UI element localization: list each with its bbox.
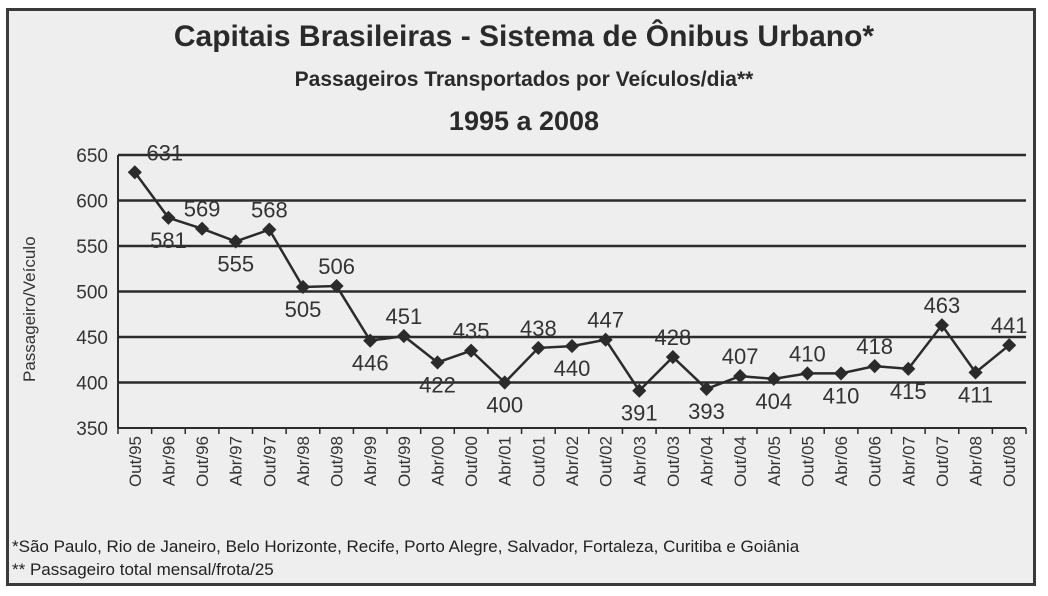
data-label: 568 [251, 198, 288, 223]
x-tick-label: Abr/07 [899, 436, 918, 486]
data-label: 581 [150, 228, 187, 253]
data-point [127, 165, 142, 180]
data-label: 411 [958, 382, 993, 407]
footnote-formula: ** Passageiro total mensal/frota/25 [12, 560, 274, 579]
data-point [195, 221, 210, 236]
data-point [329, 278, 344, 294]
data-label: 410 [789, 341, 826, 366]
data-point [262, 222, 277, 237]
x-tick-label: Out/99 [395, 436, 414, 487]
y-tick-label: 550 [76, 237, 108, 258]
data-label: 440 [554, 356, 591, 381]
x-tick-label: Abr/96 [159, 436, 178, 486]
data-label: 435 [453, 319, 490, 344]
x-tick-label: Abr/02 [563, 436, 582, 486]
x-tick-label: Abr/05 [765, 436, 784, 486]
x-tick-label: Out/07 [933, 436, 952, 487]
data-label: 555 [217, 251, 254, 276]
x-tick-label: Out/06 [866, 436, 885, 487]
data-point [833, 366, 849, 381]
y-tick-label: 450 [76, 328, 108, 349]
y-tick-label: 400 [76, 374, 108, 395]
data-point [464, 343, 479, 358]
x-tick-label: Abr/08 [967, 436, 986, 486]
data-label: 569 [184, 197, 221, 222]
data-point [531, 340, 546, 355]
data-point [598, 332, 613, 347]
x-tick-label: Out/04 [731, 436, 750, 487]
data-label: 415 [890, 379, 927, 404]
x-tick-label: Abr/01 [496, 436, 515, 486]
data-point [699, 381, 714, 396]
data-label: 451 [385, 304, 422, 329]
data-point [295, 279, 311, 295]
x-tick-label: Out/01 [529, 436, 548, 487]
data-point [665, 349, 680, 365]
data-point [1002, 338, 1017, 353]
x-tick-label: Abr/04 [698, 436, 717, 486]
chart-title: Capitais Brasileiras - Sistema de Ônibus… [173, 20, 875, 53]
data-point [430, 355, 445, 370]
data-label: 393 [688, 399, 725, 424]
data-label: 438 [520, 316, 557, 341]
x-tick-label: Abr/03 [630, 436, 649, 486]
data-label: 506 [318, 254, 355, 279]
x-tick-label: Out/00 [462, 436, 481, 487]
x-tick-label: Out/05 [798, 436, 817, 487]
data-label: 463 [924, 293, 961, 318]
y-tick-label: 600 [76, 192, 108, 213]
data-point [228, 234, 243, 249]
data-point [867, 359, 882, 374]
x-tick-label: Out/08 [1000, 436, 1019, 487]
x-tick-label: Abr/97 [227, 436, 246, 486]
data-label: 410 [823, 383, 860, 408]
data-point [161, 210, 176, 225]
data-point [497, 375, 512, 390]
data-label: 505 [285, 297, 322, 322]
data-label: 391 [621, 401, 658, 426]
data-label: 446 [352, 351, 389, 376]
chart-subtitle: Passageiros Transportados por Veículos/d… [294, 68, 754, 91]
data-point [968, 365, 983, 380]
y-tick-label: 500 [76, 283, 108, 304]
x-tick-label: Out/02 [597, 436, 616, 487]
data-point [733, 369, 748, 384]
data-point [632, 383, 647, 398]
data-point [901, 361, 916, 376]
data-label: 418 [856, 334, 893, 359]
data-label: 400 [486, 393, 523, 418]
data-point [363, 333, 378, 348]
x-tick-label: Out/03 [664, 436, 683, 487]
data-label: 404 [755, 389, 792, 414]
x-tick-label: Abr/00 [428, 436, 447, 486]
data-label: 631 [146, 140, 183, 165]
data-point [396, 329, 411, 344]
x-tick-label: Out/95 [126, 436, 145, 487]
x-tick-label: Abr/98 [294, 436, 313, 486]
footnote-capitals: *São Paulo, Rio de Janeiro, Belo Horizon… [12, 537, 800, 556]
data-label: 447 [587, 308, 624, 333]
data-point [766, 371, 781, 386]
data-point [800, 366, 815, 381]
data-label: 428 [655, 325, 692, 350]
chart-frame [6, 8, 1036, 586]
chart-period: 1995 a 2008 [448, 106, 600, 136]
y-tick-label: 350 [76, 419, 108, 440]
data-label: 422 [419, 372, 456, 397]
data-label: 441 [991, 313, 1028, 338]
x-tick-label: Abr/99 [361, 436, 380, 486]
y-tick-label: 650 [76, 146, 108, 167]
x-tick-label: Out/98 [328, 436, 347, 487]
data-label: 407 [722, 344, 759, 369]
x-tick-label: Out/96 [193, 436, 212, 487]
data-point [934, 318, 949, 333]
x-tick-label: Abr/06 [832, 436, 851, 486]
data-point [564, 339, 580, 354]
x-tick-label: Out/97 [260, 436, 279, 487]
